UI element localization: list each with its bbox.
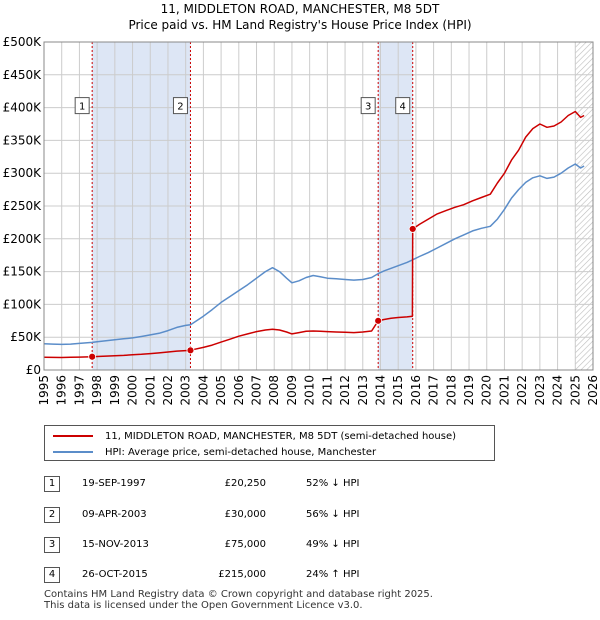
x-tick-label: 2024: [551, 375, 565, 406]
transaction-hpi-diff: 49% ↓ HPI: [306, 539, 360, 550]
x-tick-label: 1998: [90, 375, 104, 406]
x-tick-label: 2016: [409, 375, 423, 406]
transaction-price: £30,000: [224, 509, 266, 520]
x-tick-label: 1997: [72, 375, 86, 406]
legend-item-property: 11, MIDDLETON ROAD, MANCHESTER, M8 5DT (…: [53, 429, 456, 443]
x-tick-label: 1996: [55, 375, 69, 406]
transaction-number: 2: [44, 507, 60, 523]
transaction-number: 3: [44, 537, 60, 553]
footer-licence: This data is licensed under the Open Gov…: [44, 600, 363, 611]
sale-label-box: [395, 97, 411, 115]
legend-label-hpi: HPI: Average price, semi-detached house,…: [105, 446, 377, 458]
y-tick-label: £450K: [3, 68, 43, 82]
x-tick-label: 2012: [338, 375, 352, 406]
x-tick-label: 2004: [196, 375, 210, 406]
transaction-hpi-diff: 52% ↓ HPI: [306, 478, 360, 489]
transaction-hpi-diff: 56% ↓ HPI: [306, 509, 360, 520]
transaction-number: 1: [44, 476, 60, 492]
chart-subtitle: Price paid vs. HM Land Registry's House …: [128, 18, 472, 32]
table-row: 1 19-SEP-1997 £20,250 52% ↓ HPI: [44, 476, 444, 494]
sale-label-number: 1: [79, 102, 85, 113]
x-tick-label: 1995: [37, 375, 51, 406]
sale-point: [408, 225, 417, 233]
x-tick-label: 2017: [427, 375, 441, 406]
x-tick-label: 2026: [586, 375, 600, 406]
legend-item-hpi: HPI: Average price, semi-detached house,…: [53, 445, 376, 459]
x-tick-label: 2022: [515, 375, 529, 406]
legend-swatch-hpi: [53, 451, 93, 453]
sale-point: [374, 316, 383, 325]
legend-swatch-property: [53, 435, 93, 437]
y-tick-label: £250K: [3, 199, 43, 213]
table-row: 4 26-OCT-2015 £215,000 24% ↑ HPI: [44, 567, 444, 585]
y-tick-label: £150K: [3, 265, 43, 279]
price-chart: 1 2 3 4 £0 £50K £100K £150K £200K £250K £300K £350…: [3, 35, 600, 406]
chart-title: 11, MIDDLETON ROAD, MANCHESTER, M8 5DT: [160, 2, 440, 16]
x-tick-label: 2025: [568, 375, 582, 406]
y-tick-label: £300K: [3, 166, 43, 180]
x-tick-label: 2005: [214, 375, 228, 406]
legend: 11, MIDDLETON ROAD, MANCHESTER, M8 5DT (…: [44, 425, 495, 461]
x-tick-label: 2008: [267, 375, 281, 406]
y-tick-label: £100K: [3, 297, 43, 311]
sale-label-box: [172, 97, 188, 115]
x-tick-label: 2009: [285, 375, 299, 406]
hpi-line: [43, 163, 585, 346]
y-tick-label: £400K: [3, 101, 43, 115]
table-row: 3 15-NOV-2013 £75,000 49% ↓ HPI: [44, 537, 444, 555]
x-tick-label: 2023: [533, 375, 547, 406]
y-tick-label: £200K: [3, 232, 43, 246]
transaction-hpi-diff: 24% ↑ HPI: [306, 569, 360, 580]
y-tick-label: £350K: [3, 133, 43, 147]
property-price-line: [43, 110, 585, 359]
y-tick-label: £500K: [3, 35, 43, 49]
x-tick-label: 2007: [250, 375, 264, 406]
x-tick-label: 2021: [497, 375, 511, 406]
x-tick-label: 2003: [179, 375, 193, 406]
y-tick-label: £50K: [10, 330, 42, 344]
transaction-price: £20,250: [224, 478, 266, 489]
x-tick-label: 2000: [126, 375, 140, 406]
x-tick-label: 2015: [391, 375, 405, 406]
x-tick-label: 2020: [480, 375, 494, 406]
x-tick-label: 1999: [108, 375, 122, 406]
x-tick-label: 2014: [373, 375, 387, 406]
x-tick-label: 2001: [143, 375, 157, 406]
transaction-date: 09-APR-2003: [82, 509, 147, 520]
legend-label-property: 11, MIDDLETON ROAD, MANCHESTER, M8 5DT (…: [105, 430, 457, 442]
sale-label-number: 4: [400, 102, 406, 113]
x-tick-label: 2013: [356, 375, 370, 406]
plot-frame: [43, 41, 594, 371]
transaction-price: £215,000: [218, 569, 266, 580]
x-tick-label: 2010: [303, 375, 317, 406]
x-tick-label: 2011: [320, 375, 334, 406]
sale-label-number: 3: [365, 102, 371, 113]
footer-copyright: Contains HM Land Registry data © Crown c…: [44, 589, 433, 600]
transaction-date: 15-NOV-2013: [82, 539, 149, 550]
x-tick-label: 2006: [232, 375, 246, 406]
y-tick-label: £0: [26, 363, 41, 377]
x-tick-label: 2019: [462, 375, 476, 406]
sale-label-box: [74, 97, 90, 115]
transaction-price: £75,000: [224, 539, 266, 550]
transaction-date: 26-OCT-2015: [82, 569, 148, 580]
sale-label-number: 2: [177, 102, 183, 113]
transaction-number: 4: [44, 567, 60, 583]
table-row: 2 09-APR-2003 £30,000 56% ↓ HPI: [44, 507, 444, 525]
x-tick-label: 2018: [444, 375, 458, 406]
sale-point: [186, 346, 195, 355]
sale-point: [88, 352, 97, 361]
transaction-date: 19-SEP-1997: [82, 478, 146, 489]
sale-label-box: [360, 97, 376, 115]
x-tick-label: 2002: [161, 375, 175, 406]
